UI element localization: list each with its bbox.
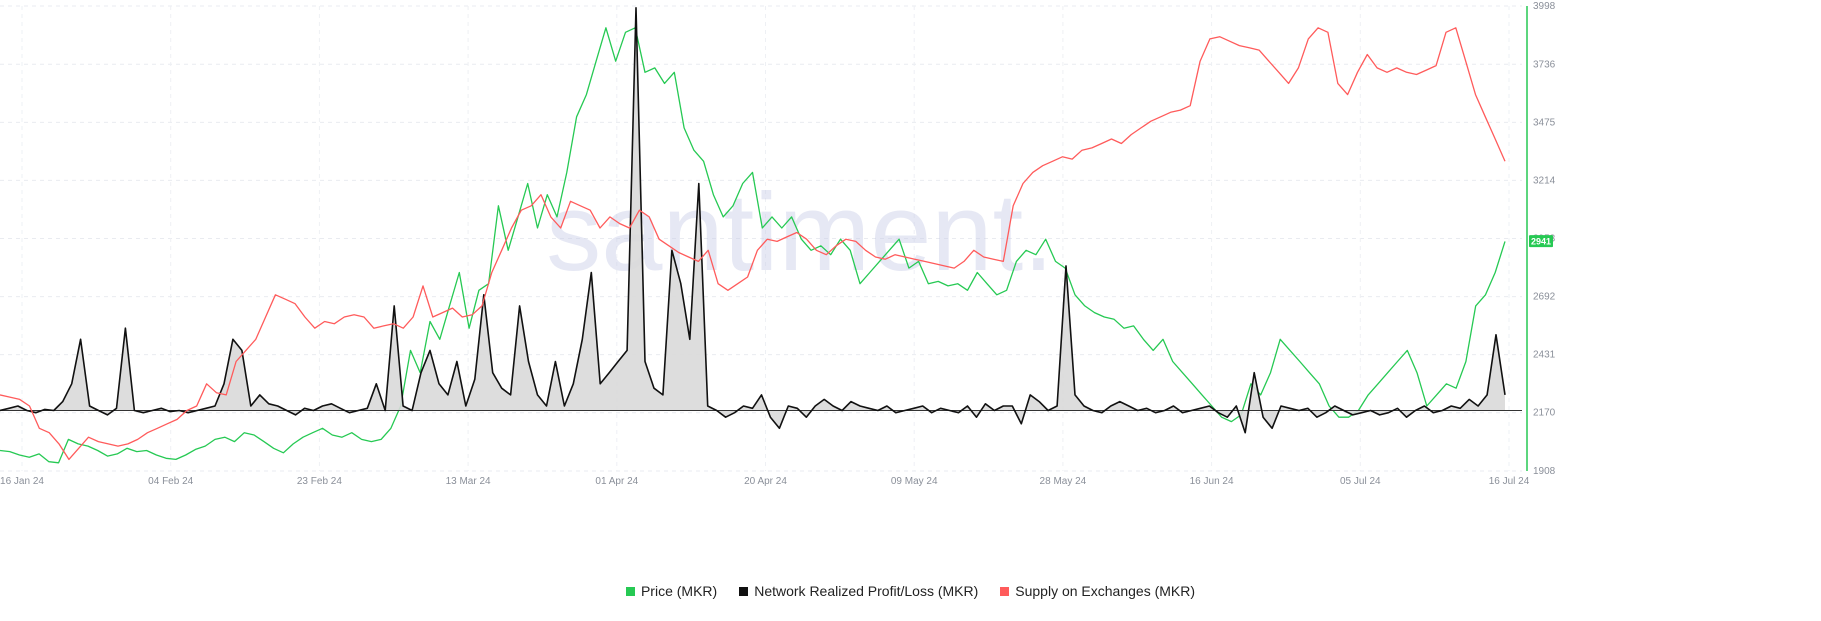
y-tick-label: 3475 [1533, 117, 1556, 128]
series-layer [0, 7, 1522, 464]
y-tick-label: 3998 [1533, 1, 1556, 12]
legend-swatch-nrpl [739, 586, 749, 596]
legend-label-price: Price (MKR) [640, 583, 718, 599]
y-tick-label: 2692 [1533, 292, 1556, 303]
legend: Price (MKR) Network Realized Profit/Loss… [0, 583, 1821, 599]
legend-item-price[interactable]: Price (MKR) [625, 583, 718, 599]
x-tick-label: 20 Apr 24 [744, 476, 787, 487]
price-badge-label: 2941 [1531, 237, 1551, 247]
y-tick-label: 3736 [1533, 59, 1556, 70]
legend-item-supply[interactable]: Supply on Exchanges (MKR) [1000, 583, 1195, 599]
x-tick-label: 16 Jul 24 [1489, 476, 1530, 487]
watermark: santiment. [546, 171, 1053, 294]
legend-swatch-price [625, 586, 635, 596]
grid-layer [0, 5, 1522, 472]
axis-layer: 39983736347532142953269224312170190816 J… [0, 1, 1556, 487]
x-tick-label: 05 Jul 24 [1340, 476, 1381, 487]
x-tick-label: 01 Apr 24 [595, 476, 638, 487]
y-tick-label: 2431 [1533, 350, 1556, 361]
x-tick-label: 09 May 24 [891, 476, 938, 487]
x-tick-label: 13 Mar 24 [446, 476, 491, 487]
legend-label-nrpl: Network Realized Profit/Loss (MKR) [754, 583, 979, 599]
y-tick-label: 1908 [1533, 466, 1556, 477]
x-tick-label: 23 Feb 24 [297, 476, 342, 487]
x-tick-label: 28 May 24 [1040, 476, 1087, 487]
series-line-nrpl [0, 7, 1506, 434]
legend-swatch-supply [1000, 586, 1010, 596]
x-tick-label: 04 Feb 24 [148, 476, 193, 487]
y-tick-label: 2170 [1533, 408, 1556, 419]
legend-item-nrpl[interactable]: Network Realized Profit/Loss (MKR) [739, 583, 978, 599]
legend-label-supply: Supply on Exchanges (MKR) [1015, 583, 1196, 599]
price-badge [1529, 235, 1553, 248]
x-tick-label: 16 Jun 24 [1190, 476, 1234, 487]
series-line-supply [0, 27, 1506, 461]
y-tick-label: 3214 [1533, 175, 1556, 186]
x-tick-label: 16 Jan 24 [0, 476, 44, 487]
